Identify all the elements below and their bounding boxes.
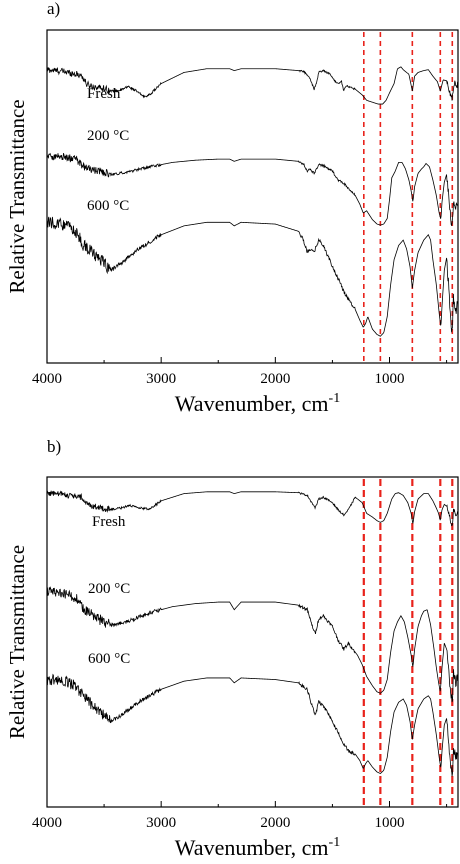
x-tick-label: 4000 xyxy=(32,815,62,831)
series-label: 600 °C xyxy=(88,651,130,667)
series-line xyxy=(46,673,459,777)
y-axis-label: Relative Transmittance xyxy=(5,99,29,293)
series-line xyxy=(46,490,459,527)
panel-b: b) Fresh 200 °C 600 °C 4000 3000 2000 1000 Wa… xyxy=(5,437,459,860)
series-label: Fresh xyxy=(92,514,126,530)
x-tick-label: 1000 xyxy=(375,371,405,387)
series-lines xyxy=(46,66,459,337)
series-line xyxy=(46,66,459,105)
series-label: 600 °C xyxy=(87,198,129,214)
panel-label: a) xyxy=(47,0,60,18)
x-tick-label: 4000 xyxy=(32,371,62,387)
series-labels: Fresh 200 °C 600 °C xyxy=(88,514,130,667)
series-lines xyxy=(46,490,459,777)
x-tick-label: 2000 xyxy=(260,371,290,387)
x-axis-label: Wavenumber, cm-1 xyxy=(175,391,340,416)
series-labels: Fresh 200 °C 600 °C xyxy=(87,86,129,214)
x-tick-label: 2000 xyxy=(260,815,290,831)
x-ticks: 4000 3000 2000 1000 xyxy=(32,801,448,831)
plot-frame xyxy=(46,29,459,364)
x-tick-label: 3000 xyxy=(146,371,176,387)
x-ticks: 4000 3000 2000 1000 xyxy=(32,357,448,387)
series-line xyxy=(46,586,459,703)
series-label: Fresh xyxy=(87,86,121,102)
x-axis-label: Wavenumber, cm-1 xyxy=(175,835,340,860)
series-label: 200 °C xyxy=(88,581,130,597)
series-label: 200 °C xyxy=(87,128,129,144)
x-tick-label: 3000 xyxy=(146,815,176,831)
panel-a: a) Fresh 200 °C 600 °C 4000 3000 2000 1000 Wa… xyxy=(5,0,459,416)
x-tick-label: 1000 xyxy=(375,815,405,831)
y-axis-label: Relative Transmittance xyxy=(5,545,29,739)
series-line xyxy=(46,152,459,226)
plot-frame xyxy=(46,476,459,808)
panel-label: b) xyxy=(47,437,61,456)
series-line xyxy=(46,216,459,337)
